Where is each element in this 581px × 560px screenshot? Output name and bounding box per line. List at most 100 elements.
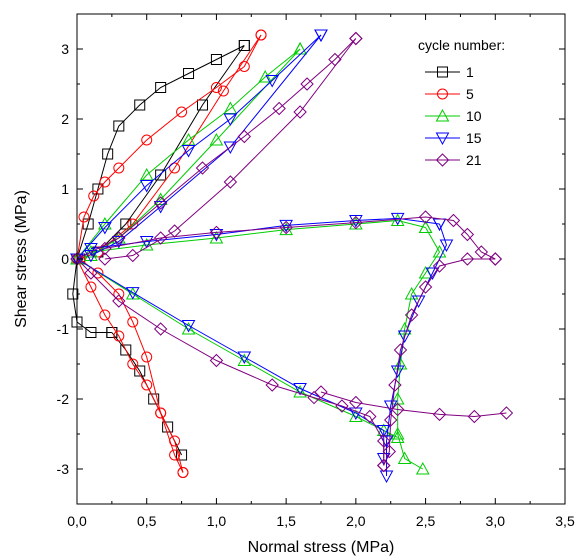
y-tick-label: 1 (61, 181, 69, 197)
series-21-point (237, 129, 252, 144)
series-15-point (139, 236, 154, 249)
series-21-point (363, 409, 377, 424)
series-15-point (223, 113, 238, 127)
series-21-line-1 (104, 38, 357, 260)
series-15-line-4 (76, 258, 385, 459)
series-10-line-3 (397, 227, 441, 470)
legend-marker (437, 88, 448, 100)
series-15-point (376, 425, 391, 438)
series-5-line-2 (76, 258, 184, 473)
series-5-point (169, 449, 181, 461)
series-21-point (195, 161, 210, 175)
series-1-line-3 (111, 332, 183, 456)
series-15-point (265, 75, 280, 88)
series-15-point (181, 145, 196, 158)
series-10-point (432, 244, 447, 258)
series-21-point (388, 378, 402, 392)
series-15-point (237, 351, 252, 365)
series-15-point (379, 470, 394, 484)
series-21-point (209, 353, 224, 368)
x-axis-title: Normal stress (MPa) (248, 539, 395, 556)
series-21-point (467, 409, 482, 424)
series-1-line-0 (76, 45, 245, 260)
series-21-point (153, 196, 168, 210)
series-5-point (210, 82, 222, 93)
series-5-point (255, 29, 267, 41)
series-10-point (393, 356, 408, 370)
series-1-point (162, 421, 174, 433)
series-21-point (384, 413, 398, 427)
series-15-point (293, 383, 307, 396)
series-21-point (474, 245, 489, 259)
series-21-point (84, 266, 98, 280)
y-tick-label: 2 (61, 111, 69, 127)
x-tick-label: 3,0 (486, 513, 506, 529)
series-5-point (99, 309, 111, 321)
series-15-point (223, 141, 238, 155)
series-21-point (432, 407, 447, 422)
series-21-point (460, 252, 475, 266)
series-10-point (209, 132, 224, 146)
series-5-point (127, 358, 139, 370)
legend-marker (437, 66, 448, 78)
series-15-point (139, 180, 154, 193)
series-21-point (153, 322, 168, 336)
series-21-point (265, 378, 279, 392)
series-21-point (335, 399, 349, 413)
series-21-point (460, 227, 475, 242)
series-21-point (126, 248, 140, 263)
series-21-line-5 (320, 391, 507, 418)
legend-label: 1 (466, 64, 474, 80)
series-21-point (272, 101, 286, 116)
series-10-point (279, 222, 293, 236)
series-15-point (125, 287, 140, 300)
series-1-point (183, 68, 195, 79)
series-5-point (141, 351, 153, 363)
series-1-line-2 (72, 258, 112, 333)
legend-label: 10 (466, 108, 482, 124)
x-tick-label: 0,5 (137, 513, 157, 529)
legend-item-5: 5 (425, 86, 474, 102)
series-10-point (98, 216, 112, 230)
series-15-point (111, 236, 126, 249)
series-5-point (176, 106, 188, 118)
legend-title: cycle number: (418, 37, 505, 53)
series-10-point (390, 426, 405, 440)
x-tick-label: 2,0 (346, 513, 366, 529)
legend-marker (435, 132, 450, 146)
ticks-layer: 0,0 0,5 1,0 1,5 2,0 2,5 3,0 3,5 -3 -2 -1 0 1 2 3 (57, 13, 575, 529)
series-21-point (300, 77, 314, 91)
series-15-point (349, 215, 363, 228)
series-21-line-0 (76, 38, 357, 260)
series-21-point (279, 220, 293, 235)
x-tick-label: 1,0 (207, 513, 227, 529)
x-tick-label: 0,0 (67, 513, 87, 529)
x-tick-label: 3,5 (555, 513, 575, 529)
series-21-line-2 (104, 216, 496, 260)
series-1-point (155, 82, 167, 93)
series-10-point (293, 384, 307, 398)
series-10-point (258, 69, 273, 83)
series-21-point (98, 252, 112, 266)
series-10-point (418, 220, 433, 233)
series-5-point (217, 85, 229, 97)
series-1-point (134, 99, 146, 111)
series-1-point (176, 449, 188, 461)
x-tick-label: 2,5 (416, 513, 436, 529)
series-1-line-1 (79, 45, 245, 260)
series-21-point (209, 225, 224, 240)
legend-marker (435, 108, 450, 122)
series-15-point (153, 201, 168, 214)
series-10-point (153, 192, 168, 205)
y-axis-title: Shear stress (MPa) (13, 190, 30, 328)
series-21-line-3 (383, 258, 496, 466)
series-5-point (92, 267, 104, 279)
y-tick-label: 0 (61, 251, 69, 267)
series-10-point (349, 409, 363, 422)
legend-item-15: 15 (425, 130, 482, 146)
series-15-point (84, 243, 98, 256)
series-21-point (377, 458, 391, 473)
legend-label: 21 (466, 152, 482, 168)
